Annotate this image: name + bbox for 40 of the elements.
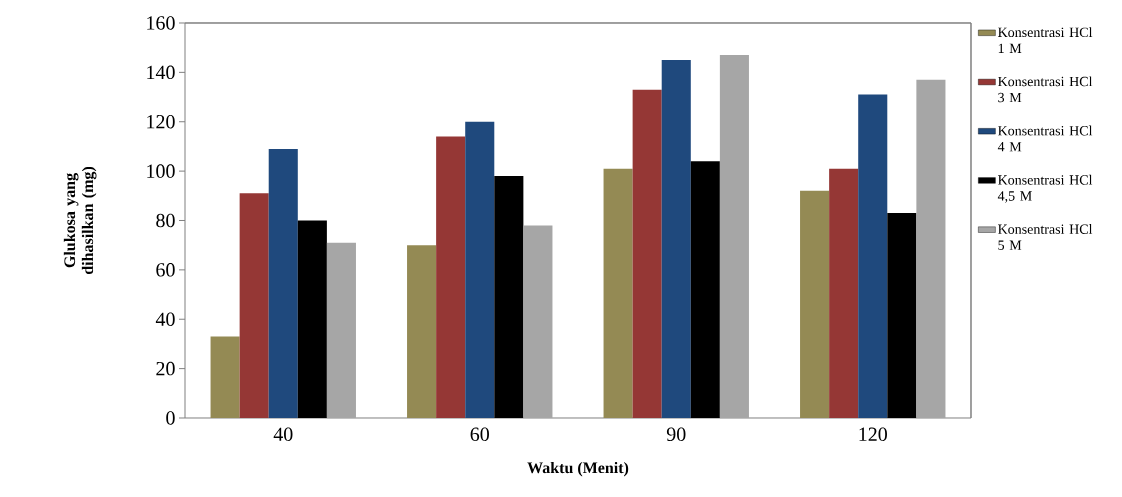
y-axis-title: Glukosa yang dihasilkan (mg) (63, 166, 97, 275)
bar (268, 148, 298, 418)
y-tick-label: 100 (147, 164, 175, 178)
bar (465, 121, 495, 418)
bar (719, 55, 749, 418)
y-tick-label: 140 (147, 65, 175, 80)
bar (916, 79, 946, 418)
bar (523, 225, 553, 418)
x-tick-label: 60 (470, 427, 489, 442)
bar (407, 245, 437, 418)
y-tick-label: 120 (147, 114, 175, 129)
bar (436, 136, 466, 418)
bar (326, 242, 356, 418)
y-tick-label: 160 (147, 16, 175, 30)
y-tick-label: 20 (156, 361, 175, 376)
y-tick-label: 80 (156, 213, 175, 228)
bar (239, 193, 269, 418)
legend-label: Konsentrasi HCl 3 M (998, 76, 1093, 103)
y-tick-label: 60 (156, 263, 175, 277)
legend-label: Konsentrasi HCl 4,5 M (997, 174, 1093, 203)
bar (603, 168, 633, 418)
x-axis-title: Waktu (Menit) (527, 461, 629, 477)
bar (858, 94, 888, 418)
legend-label: Konsentrasi HCl 4 M (997, 125, 1093, 152)
x-tick-label: 90 (666, 427, 686, 442)
bar (210, 336, 240, 418)
bar (661, 60, 691, 418)
bar (887, 213, 917, 418)
legend-label: Konsentrasi HCl 1 M (998, 27, 1093, 53)
bar (829, 168, 859, 418)
bar (297, 220, 327, 418)
y-tick-label: 0 (166, 411, 175, 425)
bar (800, 190, 830, 418)
bar (632, 89, 662, 418)
x-tick-label: 120 (859, 427, 887, 442)
legend-label: Konsentrasi HCl 5 M (998, 224, 1093, 250)
bar (690, 161, 720, 418)
y-tick-label: 40 (155, 312, 175, 326)
bar (494, 176, 524, 418)
x-tick-label: 40 (273, 427, 293, 442)
